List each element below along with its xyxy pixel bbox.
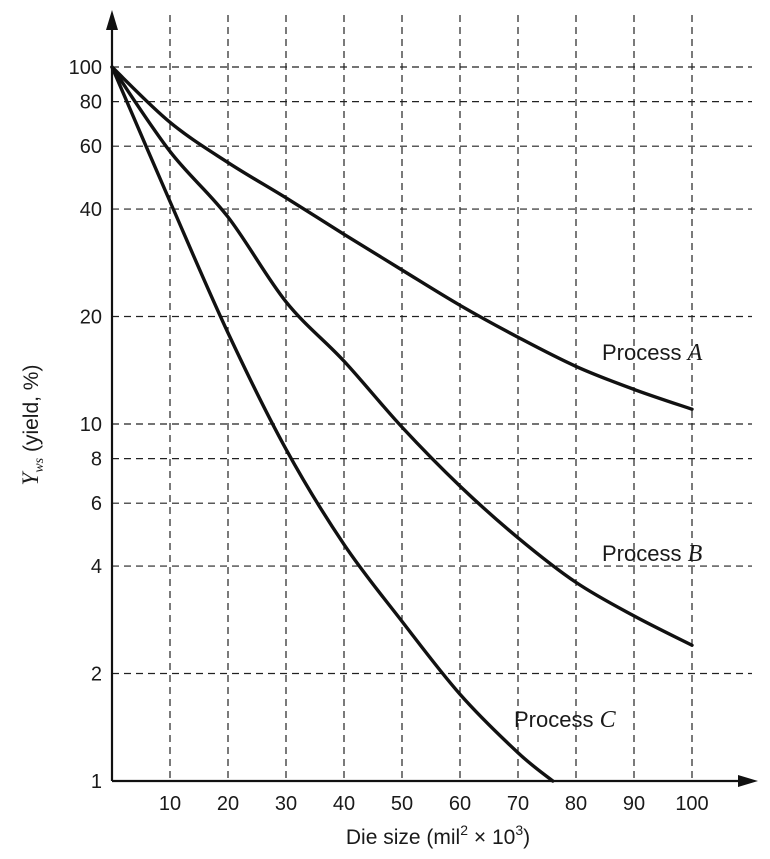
x-tick-label-90: 90 — [623, 793, 645, 815]
y-tick-label-40: 40 — [80, 199, 102, 221]
y-tick-label-20: 20 — [80, 307, 102, 329]
x-tick-label-100: 100 — [675, 793, 708, 815]
y-tick-label-80: 80 — [80, 92, 102, 114]
x-tick-label-70: 70 — [507, 793, 529, 815]
y-axis-title: Yws (yield, %) — [18, 365, 47, 486]
x-tick-label-40: 40 — [333, 793, 355, 815]
x-tick-label-30: 30 — [275, 793, 297, 815]
series-label-process-b: Process B — [602, 541, 703, 567]
grid-lines — [112, 15, 752, 781]
y-tick-label-1: 1 — [91, 771, 102, 793]
x-tick-label-60: 60 — [449, 793, 471, 815]
y-tick-label-60: 60 — [80, 136, 102, 158]
series-curves: Process A Process B Process C — [110, 65, 703, 783]
x-axis-title: Die size (mil2 × 103) — [346, 822, 530, 849]
y-tick-label-4: 4 — [91, 556, 102, 578]
x-tick-label-50: 50 — [391, 793, 413, 815]
series-label-process-a: Process A — [602, 340, 703, 366]
y-tick-label-10: 10 — [80, 414, 102, 436]
axes — [106, 10, 758, 787]
y-axis-arrow — [106, 10, 118, 30]
y-tick-label-100: 100 — [69, 57, 102, 79]
y-tick-label-6: 6 — [91, 493, 102, 515]
y-tick-label-8: 8 — [91, 449, 102, 471]
x-tick-label-80: 80 — [565, 793, 587, 815]
series-label-process-c: Process C — [514, 707, 617, 733]
x-axis-arrow — [738, 775, 758, 787]
series-line-process-b — [110, 65, 694, 647]
y-tick-label-2: 2 — [91, 664, 102, 686]
x-tick-label-10: 10 — [159, 793, 181, 815]
series-line-process-a — [110, 65, 694, 411]
x-tick-label-20: 20 — [217, 793, 239, 815]
series-line-process-c — [110, 65, 555, 783]
tick-labels: 10 20 30 40 50 60 70 80 90 100 1 2 4 6 8 10 20 40 60 80 100 — [69, 57, 709, 815]
